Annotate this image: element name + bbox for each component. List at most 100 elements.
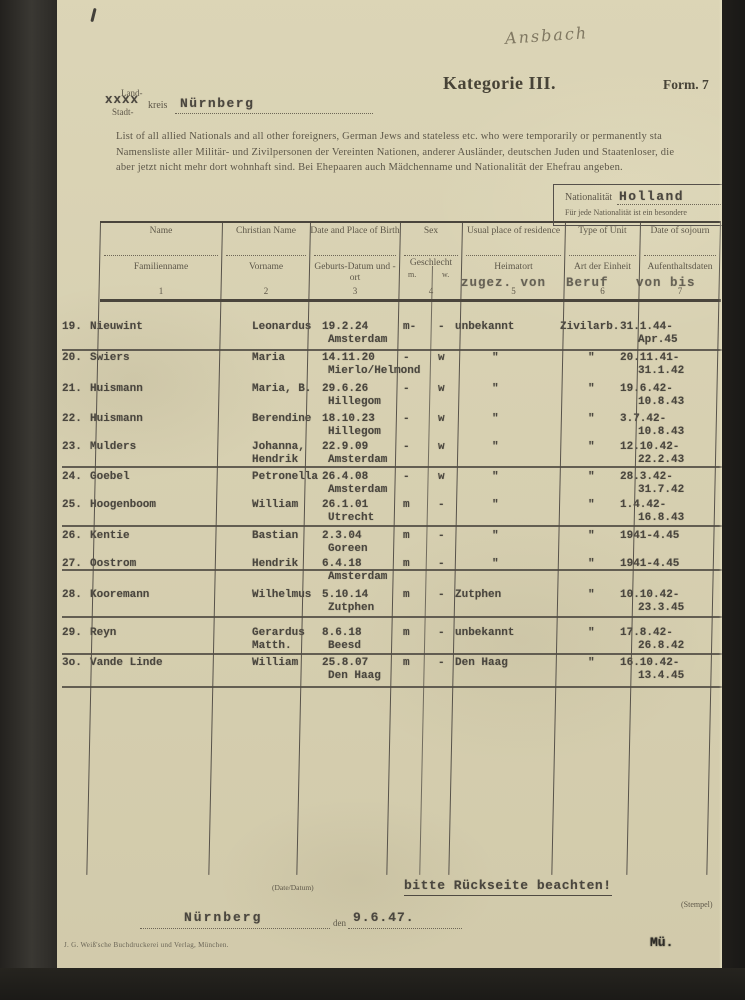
row-24-residence: " (492, 471, 499, 483)
column-header-dotted-rule (569, 255, 636, 256)
land-label: Land- (121, 88, 143, 98)
column-header-3: Date and Place of Birth Geburts-Datum und… (310, 222, 400, 301)
row-28-date2: 23.3.45 (638, 602, 685, 614)
row-28-birth: 5.10.14 (322, 589, 369, 601)
nationality-box: Nationalität Holland Für jede Nationalit… (553, 184, 745, 226)
row-25-date2: 16.8.43 (638, 512, 685, 524)
footer-place: Nürnberg (184, 910, 263, 925)
column-number: 6 (600, 286, 605, 296)
column-header-4: Sex Geschlecht 4 m. w. (400, 222, 462, 301)
printer-imprint: J. G. Weiß'sche Buchdruckerei und Verlag… (64, 941, 229, 949)
row-3o-christian: William (252, 657, 299, 669)
column-label-en: Date and Place of Birth (310, 226, 400, 236)
table-top-border (100, 221, 721, 223)
header-overlay-beruf: Beruf (566, 276, 609, 290)
row-26-christian: Bastian (252, 530, 299, 542)
row-19-m: m- (403, 321, 417, 333)
intro-line-1: List of all allied Nationals and all oth… (116, 131, 663, 142)
row-26-residence: " (492, 530, 499, 542)
nationality-value: Holland (619, 189, 685, 204)
row-3o-no: 3o. (62, 657, 82, 669)
column-header-dotted-rule (404, 255, 458, 256)
paper-edge-highlight (719, 0, 722, 968)
reverse-side-note: bitte Rückseite beachten! (404, 878, 612, 896)
row-24-name: Goebel (90, 471, 130, 483)
row-29-christian2: Matth. (252, 640, 292, 652)
row-27-birth: 6.4.18 (322, 558, 362, 570)
table-column-line-7 (626, 221, 642, 875)
row-26-w: - (438, 530, 445, 542)
row-separator-6 (62, 686, 722, 688)
row-25-m: m (403, 499, 410, 511)
row-20-christian: Maria (252, 352, 286, 364)
row-24-m: - (403, 471, 410, 483)
row-27-no: 27. (62, 558, 82, 570)
row-20-unit: " (588, 352, 595, 364)
row-20-birth: 14.11.20 (322, 352, 375, 364)
column-number: 2 (263, 286, 269, 296)
row-23-birth: 22.9.09 (322, 441, 369, 453)
column-label-en: Sex (423, 226, 439, 236)
row-28-w: - (438, 589, 445, 601)
column-header-1: Name Familienname 1 (100, 222, 222, 301)
row-23-no: 23. (62, 441, 82, 453)
row-20-name: Swiers (90, 352, 130, 364)
row-27-christian: Hendrik (252, 558, 299, 570)
row-25-residence: " (492, 499, 499, 511)
row-separator-0 (62, 349, 722, 351)
row-22-birth: 18.10.23 (322, 413, 375, 425)
row-23-birthplace: Amsterdam (328, 454, 388, 466)
row-26-birth: 2.3.04 (322, 530, 362, 542)
row-25-birthplace: Utrecht (328, 512, 375, 524)
date-datum-label: (Date/Datum) (272, 883, 314, 892)
mue-stamp: Mü. (650, 935, 674, 950)
row-23-date2: 22.2.43 (638, 454, 685, 466)
row-separator-3 (62, 569, 722, 571)
row-21-no: 21. (62, 383, 82, 395)
row-19-date1: 31.1.44- (620, 321, 673, 333)
row-19-unit: Zivilarb. (560, 321, 620, 333)
form-title: Kategorie III. (443, 73, 556, 93)
table-column-line-2 (296, 221, 312, 875)
row-19-name: Nieuwint (90, 321, 143, 333)
table-column-line-0 (86, 221, 102, 875)
row-3o-birth: 25.8.07 (322, 657, 369, 669)
row-29-birth: 8.6.18 (322, 627, 362, 639)
column-number: 7 (677, 286, 683, 296)
row-23-unit: " (588, 441, 595, 453)
row-26-date1: 1941-4.45 (620, 530, 680, 542)
row-25-no: 25. (62, 499, 82, 511)
row-24-date2: 31.7.42 (638, 484, 685, 496)
column-header-dotted-rule (226, 255, 306, 256)
row-separator-5 (62, 653, 722, 655)
stadt-label: Stadt- (112, 107, 134, 117)
row-29-unit: " (588, 627, 595, 639)
row-23-name: Mulders (90, 441, 137, 453)
row-24-birthplace: Amsterdam (328, 484, 388, 496)
row-19-w: - (438, 321, 445, 333)
row-29-date1: 17.8.42- (620, 627, 673, 639)
column-header-6: Type of Unit Art der Einheit 6 (565, 222, 640, 301)
row-23-christian2: Hendrik (252, 454, 299, 466)
row-separator-1 (62, 466, 722, 468)
row-21-christian: Maria, B. (252, 383, 312, 395)
row-26-m: m (403, 530, 410, 542)
column-label-en: Date of sojourn (650, 226, 710, 236)
row-21-date1: 19.6.42- (620, 383, 673, 395)
row-21-residence: " (492, 383, 499, 395)
row-24-date1: 28.3.42- (620, 471, 673, 483)
row-24-no: 24. (62, 471, 82, 483)
row-20-birthplace: Mierlo/Helmond (328, 365, 421, 377)
row-separator-4 (62, 616, 722, 618)
column-header-5: Usual place of residence Heimatort 5 (462, 222, 565, 301)
row-22-unit: " (588, 413, 595, 425)
nationality-dotted-line (617, 191, 739, 205)
row-3o-name: Vande Linde (90, 657, 163, 669)
row-24-birth: 26.4.08 (322, 471, 369, 483)
column-label-de: Vorname (248, 262, 284, 272)
row-19-birthplace: Amsterdam (328, 334, 388, 346)
column-number: 1 (158, 286, 164, 296)
row-21-birthplace: Hillegom (328, 396, 381, 408)
row-28-name: Kooremann (90, 589, 150, 601)
